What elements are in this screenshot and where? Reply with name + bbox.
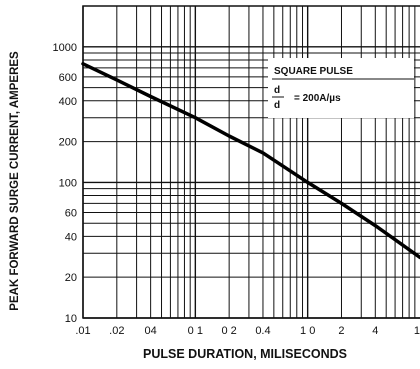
x-tick-label: 04 (145, 325, 157, 337)
grid-lines (82, 5, 420, 319)
y-tick-label: 20 (65, 272, 77, 284)
y-tick-label: 600 (59, 72, 77, 84)
annotation-di-dt-value: = 200A/µs (294, 93, 341, 104)
y-tick-label: 40 (65, 231, 77, 243)
series-group (81, 62, 420, 260)
plot-frame (82, 5, 420, 319)
y-tick-labels: 10 20 40 60 100 200 400 600 1000 (53, 42, 77, 325)
y-tick-label: 400 (59, 96, 77, 108)
y-tick-label: 1000 (53, 42, 77, 54)
x-tick-label: 2 (338, 325, 344, 337)
x-tick-label: 0 2 (222, 325, 237, 337)
surge-current-curve (81, 62, 420, 260)
y-tick-label: 60 (65, 207, 77, 219)
x-tick-labels: .01 .02 04 0 1 0 2 0.4 1 0 2 4 10 (75, 325, 420, 337)
x-tick-label: 1 0 (300, 325, 315, 337)
x-tick-label: .01 (75, 325, 90, 337)
legend-box: SQUARE PULSE d d = 200A/µs (268, 58, 414, 118)
y-tick-label: 10 (65, 313, 77, 325)
annotation-d-denominator: d (274, 100, 280, 111)
y-tick-label: 100 (59, 177, 77, 189)
y-axis-label: PEAK FORWARD SURGE CURRENT, AMPERES (9, 51, 21, 311)
y-tick-label: 200 (59, 137, 77, 149)
x-tick-label: 0 1 (188, 325, 203, 337)
x-tick-label: 4 (372, 325, 378, 337)
annotation-d-numerator: d (274, 85, 280, 96)
x-axis-label: PULSE DURATION, MILISECONDS (143, 347, 347, 361)
x-tick-label: 10 (414, 325, 420, 337)
annotation-square-pulse: SQUARE PULSE (274, 66, 353, 77)
x-tick-label: .02 (109, 325, 124, 337)
x-tick-label: 0.4 (255, 325, 270, 337)
